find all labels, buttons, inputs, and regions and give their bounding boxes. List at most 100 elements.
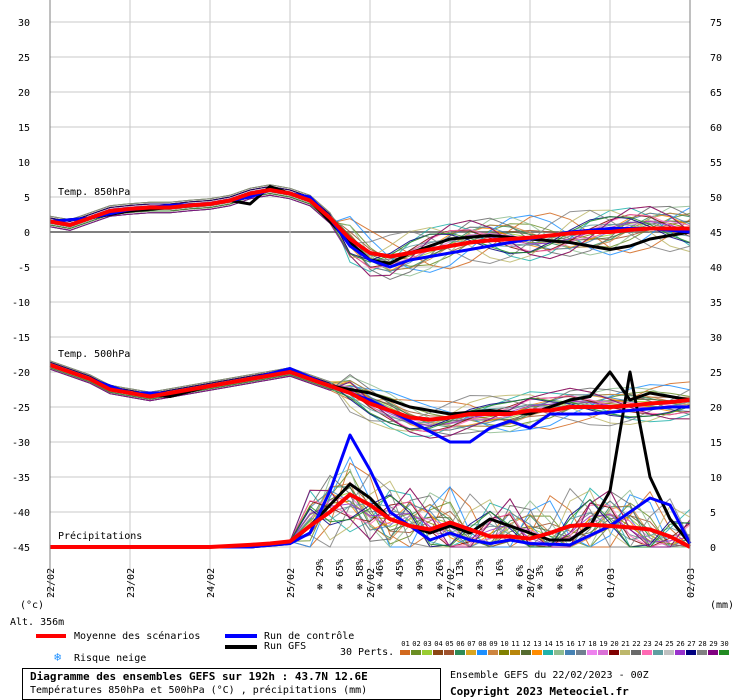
pert-swatch bbox=[477, 650, 487, 655]
pert-number: 22 bbox=[632, 640, 641, 648]
left-tick-label: -35 bbox=[12, 473, 30, 484]
snow-legend-label: Risque neige bbox=[74, 653, 147, 664]
pert-legend-item: 08 bbox=[477, 640, 488, 655]
pert-number: 29 bbox=[709, 640, 718, 648]
altitude-label: Alt. 356m bbox=[10, 617, 65, 628]
pert-swatch bbox=[466, 650, 476, 655]
pert-legend-item: 10 bbox=[499, 640, 510, 655]
snowflake-icon: ❄ bbox=[397, 582, 404, 593]
pert-swatch bbox=[411, 650, 421, 655]
x-tick-label: 27/02 bbox=[446, 568, 457, 598]
left-tick-label: -30 bbox=[12, 438, 30, 449]
pert-legend-item: 20 bbox=[609, 640, 620, 655]
pert-number: 15 bbox=[555, 640, 564, 648]
pert-swatch bbox=[719, 650, 729, 655]
footer-subtitle: Températures 850hPa et 500hPa (°C) , pré… bbox=[30, 685, 368, 696]
pert-legend-item: 05 bbox=[444, 640, 455, 655]
pert-legend-item: 26 bbox=[675, 640, 686, 655]
snowflake-icon: ❄ bbox=[477, 582, 484, 593]
ensemble-chart: 302520151050-5-10-15-20-25-30-35-40-4575… bbox=[12, 0, 722, 598]
right-tick-label: 50 bbox=[710, 193, 722, 204]
right-tick-label: 30 bbox=[710, 333, 722, 344]
right-tick-label: 20 bbox=[710, 403, 722, 414]
pert-swatch bbox=[510, 650, 520, 655]
control-swatch bbox=[225, 634, 257, 638]
x-tick-label: 24/02 bbox=[206, 568, 217, 598]
right-tick-label: 5 bbox=[710, 508, 716, 519]
snow-risk-value: 39% bbox=[415, 559, 426, 577]
snow-risk-value: 65% bbox=[335, 559, 346, 577]
snowflake-icon: ❄ bbox=[557, 582, 564, 593]
pert-number: 19 bbox=[599, 640, 608, 648]
pert-legend-item: 27 bbox=[686, 640, 697, 655]
pert-number: 10 bbox=[500, 640, 509, 648]
right-tick-label: 25 bbox=[710, 368, 722, 379]
left-tick-label: 30 bbox=[18, 18, 30, 29]
pert-legend-item: 21 bbox=[620, 640, 631, 655]
right-tick-label: 75 bbox=[710, 18, 722, 29]
snowflake-icon: ❄ bbox=[577, 582, 584, 593]
pert-number: 24 bbox=[654, 640, 663, 648]
right-tick-label: 65 bbox=[710, 88, 722, 99]
right-tick-label: 40 bbox=[710, 263, 722, 274]
pert-number: 28 bbox=[698, 640, 707, 648]
snowflake-icon: ❄ bbox=[54, 650, 62, 664]
snowflake-icon: ❄ bbox=[317, 582, 324, 593]
pert-legend-item: 04 bbox=[433, 640, 444, 655]
x-tick-label: 02/03 bbox=[686, 568, 697, 598]
pert-line-850 bbox=[49, 192, 691, 263]
snow-risk-value: 29% bbox=[315, 559, 326, 577]
left-tick-label: 20 bbox=[18, 88, 30, 99]
right-tick-label: 10 bbox=[710, 473, 722, 484]
right-tick-label: 45 bbox=[710, 228, 722, 239]
pert-legend-item: 12 bbox=[521, 640, 532, 655]
snow-risk-value: 23% bbox=[475, 559, 486, 577]
x-tick-label: 25/02 bbox=[286, 568, 297, 598]
pert-legend-item: 03 bbox=[422, 640, 433, 655]
perturbation-legend: 01 02 03 04 05 06 07 08 09 10 11 12 13 14 15 16 17 18 19 20… bbox=[400, 640, 735, 660]
pert-legend-item: 14 bbox=[543, 640, 554, 655]
pert-swatch bbox=[543, 650, 553, 655]
left-tick-label: -20 bbox=[12, 368, 30, 379]
right-tick-label: 0 bbox=[710, 543, 716, 554]
pert-swatch bbox=[422, 650, 432, 655]
pert-line-850 bbox=[49, 194, 691, 277]
mean-swatch bbox=[36, 634, 66, 638]
pert-legend-item: 01 bbox=[400, 640, 411, 655]
panel-label-500: Temp. 500hPa bbox=[58, 349, 130, 360]
pert-legend-item: 15 bbox=[554, 640, 565, 655]
snow-risk-value: 46% bbox=[375, 559, 386, 577]
pert-legend-item: 19 bbox=[598, 640, 609, 655]
pert-legend-item: 11 bbox=[510, 640, 521, 655]
pert-number: 16 bbox=[566, 640, 575, 648]
left-tick-label: -10 bbox=[12, 298, 30, 309]
pert-swatch bbox=[488, 650, 498, 655]
x-tick-label: 28/02 bbox=[526, 568, 537, 598]
pert-legend-item: 07 bbox=[466, 640, 477, 655]
pert-swatch bbox=[664, 650, 674, 655]
x-tick-label: 01/03 bbox=[606, 568, 617, 598]
pert-swatch bbox=[400, 650, 410, 655]
pert-number: 17 bbox=[577, 640, 586, 648]
mean-legend-label: Moyenne des scénarios bbox=[74, 631, 201, 642]
gfs-legend-label: Run GFS bbox=[264, 641, 307, 652]
snowflake-icon: ❄ bbox=[537, 582, 544, 593]
right-tick-label: 35 bbox=[710, 298, 722, 309]
pert-swatch bbox=[653, 650, 663, 655]
pert-number: 09 bbox=[489, 640, 498, 648]
pert-swatch bbox=[642, 650, 652, 655]
left-tick-label: 0 bbox=[24, 228, 30, 239]
pert-number: 27 bbox=[687, 640, 696, 648]
snowflake-icon: ❄ bbox=[417, 582, 424, 593]
pert-line-500 bbox=[49, 360, 691, 427]
perts-legend-label: 30 Perts. bbox=[340, 647, 395, 658]
pert-number: 05 bbox=[445, 640, 454, 648]
mean-line-t500 bbox=[49, 363, 691, 422]
pert-number: 02 bbox=[412, 640, 421, 648]
pert-number: 03 bbox=[423, 640, 432, 648]
snow-risk-value: 45% bbox=[395, 559, 406, 577]
snow-risk-value: 6% bbox=[555, 565, 566, 577]
pert-swatch bbox=[697, 650, 707, 655]
pert-number: 23 bbox=[643, 640, 652, 648]
pert-legend-item: 02 bbox=[411, 640, 422, 655]
